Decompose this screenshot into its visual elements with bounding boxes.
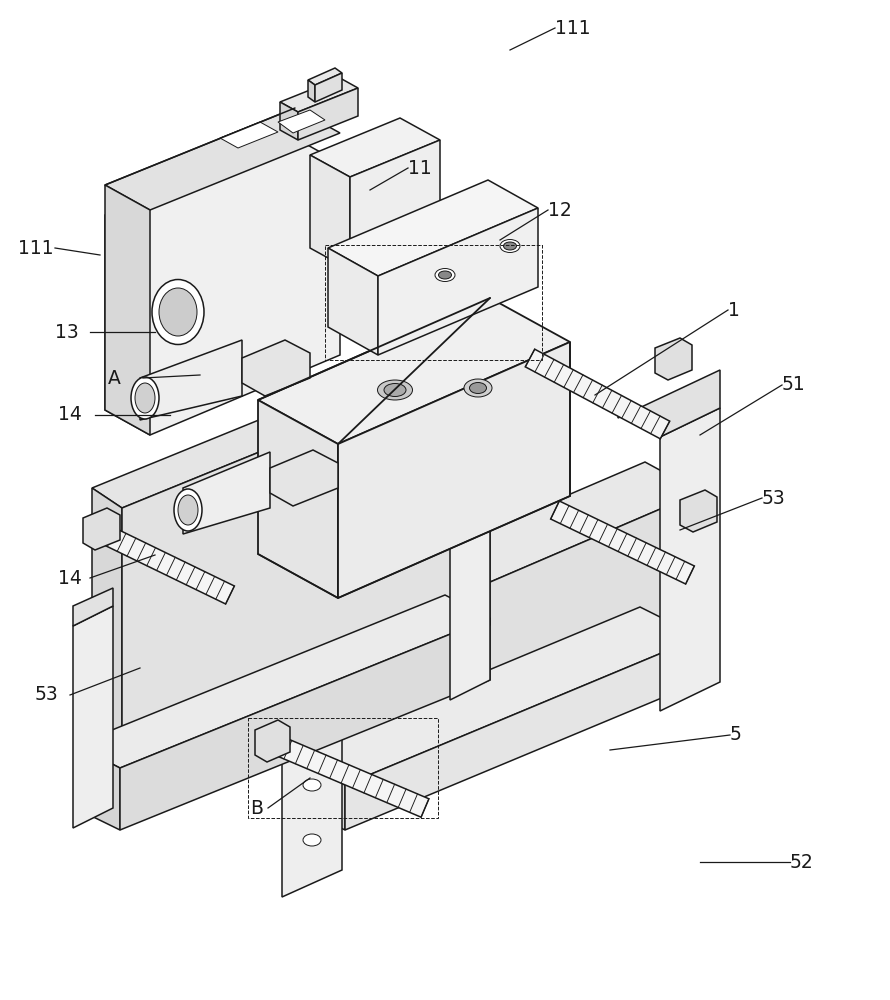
Polygon shape: [378, 208, 538, 355]
Ellipse shape: [439, 271, 451, 279]
Polygon shape: [660, 408, 720, 711]
Polygon shape: [280, 102, 298, 140]
Ellipse shape: [500, 239, 520, 252]
Polygon shape: [92, 488, 122, 775]
Polygon shape: [140, 340, 242, 420]
Ellipse shape: [135, 383, 155, 413]
Text: 1: 1: [728, 300, 740, 320]
Text: 14: 14: [58, 568, 82, 587]
Polygon shape: [282, 690, 342, 755]
Text: A: A: [108, 368, 121, 387]
Polygon shape: [310, 118, 440, 177]
Ellipse shape: [504, 242, 516, 250]
Polygon shape: [450, 458, 490, 700]
Text: 53: 53: [35, 686, 59, 704]
Text: 111: 111: [18, 238, 53, 257]
Polygon shape: [280, 78, 358, 112]
Polygon shape: [220, 122, 278, 148]
Ellipse shape: [159, 288, 197, 336]
Polygon shape: [680, 490, 717, 532]
Text: 5: 5: [730, 726, 742, 744]
Text: 111: 111: [555, 18, 591, 37]
Text: 11: 11: [408, 158, 432, 178]
Polygon shape: [258, 298, 570, 444]
Ellipse shape: [174, 489, 202, 531]
Ellipse shape: [464, 379, 492, 397]
Ellipse shape: [178, 495, 198, 525]
Polygon shape: [92, 338, 490, 508]
Text: 53: 53: [762, 488, 786, 508]
Polygon shape: [328, 248, 378, 355]
Polygon shape: [75, 595, 490, 768]
Polygon shape: [345, 637, 700, 830]
Polygon shape: [655, 338, 692, 380]
Ellipse shape: [435, 268, 455, 282]
Polygon shape: [285, 607, 700, 785]
Polygon shape: [105, 108, 340, 210]
Polygon shape: [120, 618, 490, 830]
Polygon shape: [618, 370, 720, 437]
Polygon shape: [338, 342, 570, 598]
Ellipse shape: [377, 380, 412, 400]
Text: 51: 51: [782, 375, 805, 394]
Polygon shape: [300, 462, 700, 640]
Polygon shape: [308, 68, 342, 85]
Polygon shape: [298, 88, 358, 140]
Polygon shape: [350, 140, 440, 270]
Polygon shape: [282, 728, 342, 897]
Ellipse shape: [303, 779, 321, 791]
Polygon shape: [300, 610, 355, 790]
Polygon shape: [285, 755, 345, 830]
Polygon shape: [310, 155, 350, 270]
Ellipse shape: [470, 382, 487, 393]
Polygon shape: [525, 349, 669, 439]
Polygon shape: [308, 80, 315, 102]
Text: 14: 14: [58, 406, 82, 424]
Polygon shape: [278, 110, 325, 133]
Text: 13: 13: [55, 322, 78, 342]
Polygon shape: [270, 450, 338, 506]
Polygon shape: [183, 452, 270, 534]
Ellipse shape: [384, 383, 406, 396]
Polygon shape: [261, 731, 429, 817]
Text: 12: 12: [548, 200, 571, 220]
Polygon shape: [83, 508, 120, 550]
Polygon shape: [355, 492, 700, 790]
Polygon shape: [105, 185, 150, 435]
Polygon shape: [258, 400, 338, 598]
Text: B: B: [250, 798, 263, 818]
Polygon shape: [328, 180, 538, 276]
Polygon shape: [551, 501, 694, 584]
Polygon shape: [122, 358, 490, 775]
Polygon shape: [105, 138, 340, 435]
Polygon shape: [73, 588, 113, 626]
Ellipse shape: [303, 834, 321, 846]
Polygon shape: [73, 606, 113, 828]
Polygon shape: [255, 720, 290, 762]
Polygon shape: [75, 745, 120, 830]
Ellipse shape: [131, 377, 159, 419]
Polygon shape: [242, 340, 310, 396]
Text: 52: 52: [790, 852, 813, 871]
Polygon shape: [315, 73, 342, 102]
Ellipse shape: [152, 279, 204, 344]
Polygon shape: [87, 519, 234, 604]
